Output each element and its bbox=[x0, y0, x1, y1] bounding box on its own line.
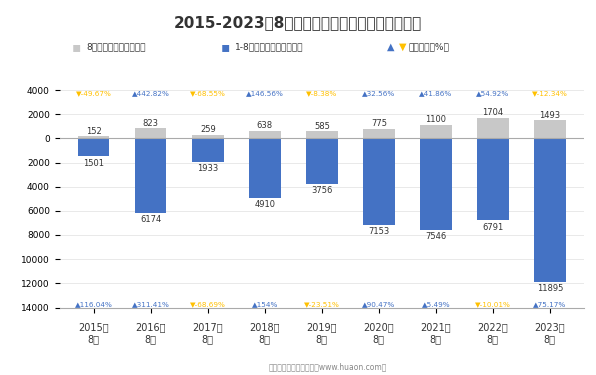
Text: 3756: 3756 bbox=[311, 186, 333, 195]
Text: ▼-23.51%: ▼-23.51% bbox=[304, 301, 340, 307]
Text: 1704: 1704 bbox=[482, 108, 504, 117]
Text: 6174: 6174 bbox=[140, 215, 162, 224]
Bar bbox=[477, 118, 508, 138]
Text: ▲5.49%: ▲5.49% bbox=[421, 301, 450, 307]
Text: 11895: 11895 bbox=[536, 284, 563, 293]
Text: 7153: 7153 bbox=[368, 227, 389, 236]
Bar bbox=[420, 125, 452, 138]
Text: 2021年
8月: 2021年 8月 bbox=[421, 322, 451, 344]
Bar bbox=[363, 138, 395, 225]
Bar bbox=[192, 138, 224, 162]
Text: 823: 823 bbox=[143, 118, 159, 128]
Bar bbox=[306, 131, 337, 138]
Text: ▲54.92%: ▲54.92% bbox=[476, 91, 510, 97]
Bar bbox=[135, 138, 166, 213]
Text: ▪: ▪ bbox=[72, 40, 81, 54]
Bar bbox=[477, 138, 508, 220]
Text: 2023年
8月: 2023年 8月 bbox=[535, 322, 565, 344]
Text: 1493: 1493 bbox=[539, 111, 560, 120]
Text: ▲442.82%: ▲442.82% bbox=[132, 91, 170, 97]
Text: ▲41.86%: ▲41.86% bbox=[419, 91, 452, 97]
Text: ▼-49.67%: ▼-49.67% bbox=[76, 91, 111, 97]
Text: 7546: 7546 bbox=[425, 232, 446, 241]
Text: ▼: ▼ bbox=[399, 42, 407, 52]
Text: ▼-12.34%: ▼-12.34% bbox=[532, 91, 568, 97]
Bar bbox=[534, 120, 566, 138]
Text: ▼-68.69%: ▼-68.69% bbox=[190, 301, 226, 307]
Text: 2022年
8月: 2022年 8月 bbox=[477, 322, 508, 344]
Text: 1933: 1933 bbox=[197, 164, 219, 173]
Bar bbox=[249, 138, 281, 198]
Text: ▲90.47%: ▲90.47% bbox=[362, 301, 396, 307]
Bar bbox=[306, 138, 337, 184]
Text: 4910: 4910 bbox=[254, 200, 275, 209]
Bar bbox=[78, 136, 110, 138]
Bar bbox=[420, 138, 452, 230]
Bar bbox=[78, 138, 110, 156]
Text: 2020年
8月: 2020年 8月 bbox=[364, 322, 394, 344]
Text: 同比增长（%）: 同比增长（%） bbox=[408, 42, 449, 51]
Text: ▲32.56%: ▲32.56% bbox=[362, 91, 396, 97]
Bar bbox=[363, 129, 395, 138]
Bar bbox=[249, 130, 281, 138]
Text: 2019年
8月: 2019年 8月 bbox=[306, 322, 337, 344]
Text: ▲154%: ▲154% bbox=[252, 301, 278, 307]
Bar bbox=[135, 128, 166, 138]
Text: 2018年
8月: 2018年 8月 bbox=[250, 322, 280, 344]
Text: ▲146.56%: ▲146.56% bbox=[246, 91, 284, 97]
Text: 638: 638 bbox=[257, 121, 273, 130]
Text: 1-8月期货成交量（万手）: 1-8月期货成交量（万手） bbox=[235, 42, 304, 51]
Text: ▲116.04%: ▲116.04% bbox=[75, 301, 113, 307]
Text: 585: 585 bbox=[314, 122, 330, 130]
Text: ▼-10.01%: ▼-10.01% bbox=[475, 301, 511, 307]
Text: 2015年
8月: 2015年 8月 bbox=[79, 322, 109, 344]
Text: 1501: 1501 bbox=[83, 159, 104, 168]
Text: ▲75.17%: ▲75.17% bbox=[533, 301, 567, 307]
Text: 2017年
8月: 2017年 8月 bbox=[193, 322, 223, 344]
Text: 6791: 6791 bbox=[482, 223, 504, 232]
Text: 152: 152 bbox=[86, 127, 102, 136]
Text: 制图：华经产业研究院（www.huaon.com）: 制图：华经产业研究院（www.huaon.com） bbox=[269, 362, 387, 371]
Text: ▼-68.55%: ▼-68.55% bbox=[190, 91, 226, 97]
Text: 2015-2023年8月郑州商品交易所棉花期货成交量: 2015-2023年8月郑州商品交易所棉花期货成交量 bbox=[174, 15, 422, 30]
Text: ▲311.41%: ▲311.41% bbox=[132, 301, 170, 307]
Text: ▲: ▲ bbox=[387, 42, 395, 52]
Text: 259: 259 bbox=[200, 126, 216, 135]
Bar bbox=[192, 135, 224, 138]
Text: 8月期货成交量（万手）: 8月期货成交量（万手） bbox=[86, 42, 146, 51]
Text: ▪: ▪ bbox=[221, 40, 230, 54]
Bar bbox=[534, 138, 566, 282]
Text: ▼-8.38%: ▼-8.38% bbox=[306, 91, 337, 97]
Text: 775: 775 bbox=[371, 119, 387, 128]
Text: 2016年
8月: 2016年 8月 bbox=[135, 322, 166, 344]
Text: 1100: 1100 bbox=[426, 116, 446, 124]
